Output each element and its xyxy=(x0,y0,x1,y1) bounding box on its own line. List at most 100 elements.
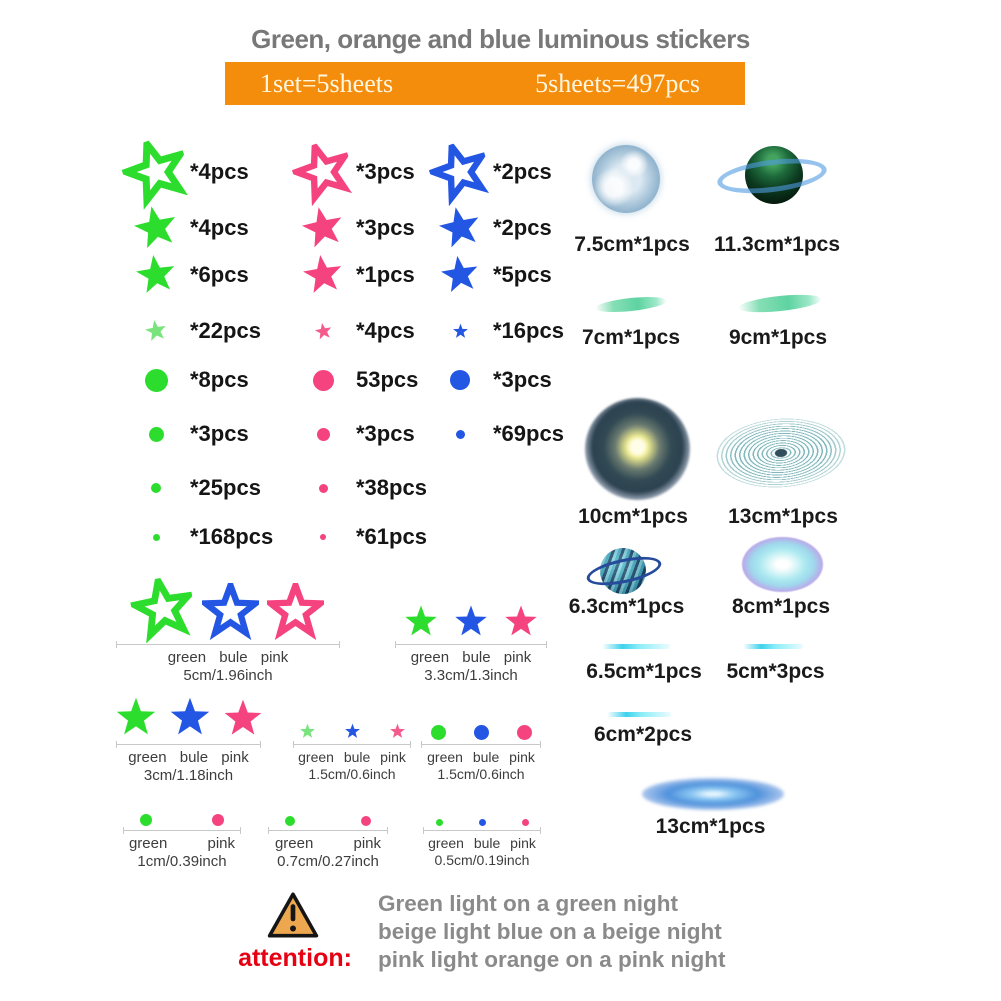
count-label: *3pcs xyxy=(190,421,249,446)
measure-line xyxy=(395,641,547,648)
grid-cell-blue-r2: *2pcs xyxy=(427,203,552,252)
count-label: *4pcs xyxy=(356,318,415,343)
grid-cell-pink-r5: 53pcs xyxy=(290,367,418,393)
moon-image xyxy=(592,145,660,213)
size-group-size: 1cm/0.39inch xyxy=(137,853,227,870)
saturn-size-label: 6.3cm*1pcs xyxy=(568,595,685,618)
count-label: *4pcs xyxy=(190,215,249,240)
dot-icon xyxy=(290,369,356,391)
comet-small-size-label: 7cm*1pcs xyxy=(581,326,681,349)
dot-icon xyxy=(285,816,295,826)
star-small-icon xyxy=(290,320,356,341)
star-small-icon xyxy=(344,723,360,738)
star-filled-icon xyxy=(116,697,155,735)
count-label: *3pcs xyxy=(356,159,415,184)
size-group-icons xyxy=(435,812,529,826)
size-group-size: 0.7cm/0.27inch xyxy=(277,853,379,870)
count-label: *25pcs xyxy=(190,475,261,500)
note-line-pink: pink light orange on a pink night xyxy=(378,947,726,972)
ringed-planet-size-label: 11.3cm*1pcs xyxy=(713,233,841,256)
count-label: *8pcs xyxy=(190,367,249,392)
star-small-icon xyxy=(299,723,315,738)
size-group-colors: green bule pink xyxy=(298,749,406,765)
size-group-1-5cm-stars: green bule pink 1.5cm/0.6inch xyxy=(293,696,411,782)
grid-cell-green-r2: *4pcs xyxy=(122,202,249,252)
grid-cell-blue-r6: *69pcs xyxy=(427,421,564,446)
size-group-size: 1.5cm/0.6inch xyxy=(437,766,525,782)
dot-icon xyxy=(290,534,356,540)
star-filled-icon xyxy=(170,697,209,735)
size-group-icons xyxy=(403,578,539,640)
count-label: *3pcs xyxy=(493,367,552,392)
size-group-colors: green bule pink xyxy=(410,649,532,666)
grid-cell-blue-r3: *5pcs xyxy=(427,252,552,298)
count-label: *3pcs xyxy=(356,215,415,240)
star-filled-icon xyxy=(505,605,537,636)
measure-line xyxy=(421,741,541,748)
banner-total-text: 5sheets=497pcs xyxy=(535,68,700,98)
count-label: *5pcs xyxy=(493,262,552,287)
streak-c-image xyxy=(607,712,671,717)
count-label: *69pcs xyxy=(493,421,564,446)
star-small-icon xyxy=(389,723,405,738)
size-group-colors: green bule pink xyxy=(428,835,536,851)
milky-way-image xyxy=(642,778,784,810)
count-label: *22pcs xyxy=(190,318,261,343)
size-group-size: 3.3cm/1.3inch xyxy=(424,667,518,684)
grid-cell-green-r5: *8pcs xyxy=(122,367,249,393)
page-title: Green, orange and blue luminous stickers xyxy=(251,24,750,54)
grid-cell-blue-r5: *3pcs xyxy=(427,367,552,393)
dot-icon xyxy=(473,725,489,740)
size-group-3-3cm: green bule pink 3.3cm/1.3inch xyxy=(395,578,547,684)
size-group-icons xyxy=(132,578,324,640)
note-line-beige: beige light blue on a beige night xyxy=(378,919,722,944)
grid-cell-pink-r7: *38pcs xyxy=(290,475,427,500)
dot-icon xyxy=(427,370,493,390)
star-filled-icon xyxy=(427,253,493,296)
dot-icon xyxy=(435,819,443,826)
saturn-image xyxy=(600,548,646,594)
measure-line xyxy=(116,641,340,648)
grid-cell-pink-r6: *3pcs xyxy=(290,421,415,446)
promo-banner: 1set=5sheets 5sheets=497pcs xyxy=(225,62,745,105)
count-label: *168pcs xyxy=(190,524,274,549)
count-label: *1pcs xyxy=(356,262,415,287)
dot-icon xyxy=(478,819,486,826)
dot-icon xyxy=(516,725,532,740)
star-filled-icon xyxy=(455,605,487,636)
streak-a-image xyxy=(602,644,670,649)
size-group-0-7cm: green pink 0.7cm/0.27inch xyxy=(268,810,388,870)
star-filled-icon xyxy=(122,252,190,297)
oval-nebula-image xyxy=(742,537,823,592)
count-label: *61pcs xyxy=(356,524,427,549)
star-outline-icon xyxy=(127,573,199,645)
grid-cell-pink-r4: *4pcs xyxy=(290,316,415,346)
size-group-3cm: green bule pink 3cm/1.18inch xyxy=(116,696,261,784)
star-outline-icon xyxy=(267,583,324,640)
star-filled-icon xyxy=(122,202,190,252)
dot-icon xyxy=(361,816,371,826)
measure-line xyxy=(123,827,241,834)
size-group-icons xyxy=(285,810,371,826)
size-group-icons xyxy=(140,808,224,826)
attention-label: attention: xyxy=(238,944,352,972)
dot-icon xyxy=(290,427,356,441)
star-small-icon xyxy=(427,323,493,340)
dot-icon xyxy=(122,533,190,541)
nebula-image xyxy=(585,398,690,500)
streak-a-size-label: 6.5cm*1pcs xyxy=(586,660,702,683)
measure-line xyxy=(116,741,261,748)
star-outline-icon xyxy=(427,143,493,201)
spiral-galaxy-image xyxy=(712,413,850,493)
count-label: *16pcs xyxy=(493,318,564,343)
grid-cell-green-r7: *25pcs xyxy=(122,475,261,500)
size-group-size: 3cm/1.18inch xyxy=(143,767,234,784)
size-group-colors: green pink xyxy=(128,835,236,852)
dot-icon xyxy=(521,819,529,826)
planet-ring-image xyxy=(715,153,829,199)
count-label: *3pcs xyxy=(356,421,415,446)
grid-cell-pink-r1: *3pcs xyxy=(290,138,415,206)
comet-large-size-label: 9cm*1pcs xyxy=(728,326,828,349)
size-group-size: 1.5cm/0.6inch xyxy=(308,766,396,782)
